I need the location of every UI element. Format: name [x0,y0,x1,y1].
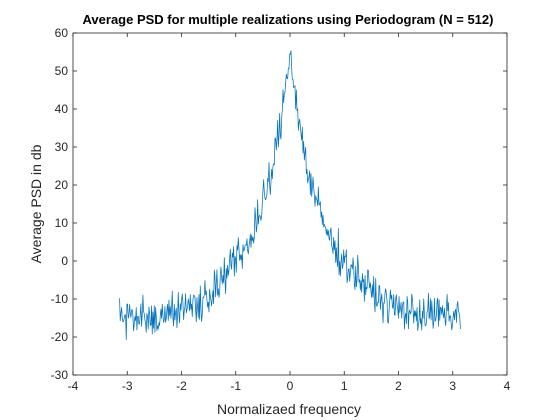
x-tick-label: -1 [230,379,241,393]
y-tick-label: 20 [55,178,69,192]
plot-background [73,33,507,375]
x-tick-label: -2 [176,379,187,393]
x-axis-label: Normalizaed frequency [217,401,361,417]
y-tick-label: 30 [55,140,69,154]
chart-title: Average PSD for multiple realizations us… [83,12,494,27]
y-tick-label: 10 [55,216,69,230]
y-tick-label: -20 [51,330,69,344]
y-tick-label: 50 [55,64,69,78]
x-tick-label: -3 [122,379,133,393]
y-tick-label: -30 [51,368,69,382]
x-tick-label: 1 [341,379,348,393]
y-tick-label: -10 [51,292,69,306]
x-tick-label: -4 [68,379,79,393]
x-tick-label: 2 [395,379,402,393]
x-tick-label: 0 [287,379,294,393]
plot-area [73,33,507,375]
x-tick-label: 4 [504,379,511,393]
y-tick-label: 40 [55,102,69,116]
x-tick-label: 3 [449,379,456,393]
y-axis-label: Average PSD in db [28,144,44,263]
psd-series-line [119,50,461,341]
y-tick-label: 0 [61,254,68,268]
y-tick-label: 60 [55,26,69,40]
series-layer [119,50,461,341]
